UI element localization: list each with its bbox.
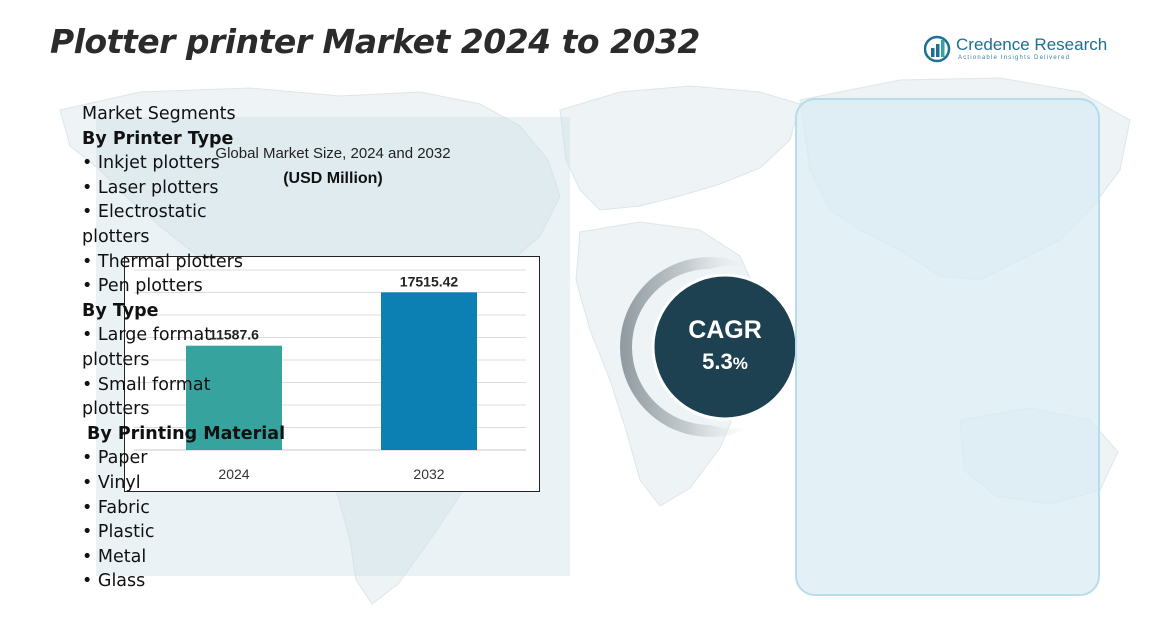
segment-item: • Paper	[82, 448, 148, 469]
segment-item: • Thermal plotters	[82, 251, 243, 272]
segment-item: • Large format	[82, 325, 212, 346]
brand-logo-block: Credence Research Actionable Insights De…	[924, 34, 1114, 68]
segment-item: • Fabric	[82, 497, 150, 518]
market-size-bar-chart: 11587.6 2024 17515.42 2032	[124, 256, 540, 492]
segment-item: • Electrostatic	[82, 202, 207, 223]
cagr-number: 5.3	[702, 349, 733, 374]
page-title: Plotter printer Market 2024 to 2032	[50, 22, 700, 61]
segment-heading: By Printer Type	[82, 128, 234, 149]
segment-item: • Plastic	[82, 522, 155, 543]
segment-item: plotters	[82, 349, 150, 370]
x-tick-label-2032: 2032	[413, 466, 444, 482]
cagr-unit: %	[732, 354, 748, 373]
segment-item: • Small format	[82, 374, 211, 395]
data-label-2024: 11587.6	[209, 327, 259, 343]
brand-name: Credence Research	[956, 35, 1108, 54]
x-tick-label-2024: 2024	[218, 466, 249, 482]
data-label-2032: 17515.42	[400, 273, 459, 289]
segment-heading: By Printing Material	[87, 423, 286, 444]
segment-item: • Pen plotters	[82, 276, 203, 297]
chart-unit-label: (USD Million)	[283, 170, 383, 187]
segment-item: • Vinyl	[82, 472, 141, 493]
cagr-ring-graphic	[620, 257, 799, 437]
segment-item: • Inkjet plotters	[82, 153, 220, 174]
segment-item: • Glass	[82, 571, 146, 592]
brand-tagline: Actionable Insights Delivered	[958, 55, 1071, 61]
cagr-label: CAGR	[688, 316, 762, 344]
cagr-circle	[651, 273, 799, 421]
segment-heading: By Type	[82, 300, 159, 321]
bar-chart-logo-icon	[924, 35, 951, 63]
bar-2032	[381, 292, 477, 450]
segment-item: • Metal	[82, 546, 147, 567]
bars: 11587.6 2024 17515.42 2032	[186, 273, 477, 482]
market-segments-panel	[795, 98, 1100, 596]
segment-item: plotters	[82, 226, 150, 247]
segment-item: plotters	[82, 399, 150, 420]
segment-item: • Laser plotters	[82, 177, 219, 198]
cagr-value: 5.3%	[655, 349, 795, 375]
segment-item: Market Segments	[82, 104, 236, 124]
bar-2024	[186, 345, 282, 450]
chart-title: Global Market Size, 2024 and 2032	[215, 145, 451, 162]
market-segments-list: Market Segments By Printer Type • Inkjet p…	[82, 102, 286, 594]
europe-shape	[559, 85, 801, 211]
